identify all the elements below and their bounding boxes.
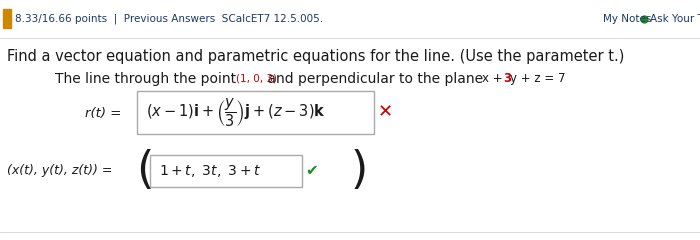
Text: ✕: ✕ — [378, 103, 393, 121]
Text: Ask Your Teac: Ask Your Teac — [650, 14, 700, 24]
Text: My Notes: My Notes — [603, 14, 652, 24]
Text: (1, 0, 3): (1, 0, 3) — [236, 74, 277, 84]
Text: 8.33/16.66 points  |  Previous Answers  SCalcET7 12.5.005.: 8.33/16.66 points | Previous Answers SCa… — [15, 13, 323, 24]
Text: The line through the point: The line through the point — [55, 72, 241, 86]
Text: x +: x + — [482, 72, 506, 85]
Text: ): ) — [350, 149, 368, 192]
Text: $(x-1)\mathbf{i}+\left(\dfrac{y}{3}\right)\mathbf{j}+(z-3)\mathbf{k}$: $(x-1)\mathbf{i}+\left(\dfrac{y}{3}\righ… — [146, 96, 326, 129]
Bar — [3, 9, 11, 28]
Text: ✔: ✔ — [305, 163, 318, 178]
Text: (x(t), y(t), z(t)) =: (x(t), y(t), z(t)) = — [7, 164, 113, 177]
Text: Find a vector equation and parametric equations for the line. (Use the parameter: Find a vector equation and parametric eq… — [7, 49, 624, 65]
FancyBboxPatch shape — [137, 91, 374, 134]
Text: 3: 3 — [503, 72, 511, 85]
Text: y + z = 7: y + z = 7 — [510, 72, 566, 85]
FancyBboxPatch shape — [150, 155, 302, 186]
Bar — [588, 6, 601, 32]
Text: and perpendicular to the plane: and perpendicular to the plane — [263, 72, 487, 86]
Text: r(t) =: r(t) = — [85, 107, 121, 120]
Text: (: ( — [136, 149, 153, 192]
Text: $1+t,\ 3t,\ 3+t$: $1+t,\ 3t,\ 3+t$ — [159, 163, 262, 179]
